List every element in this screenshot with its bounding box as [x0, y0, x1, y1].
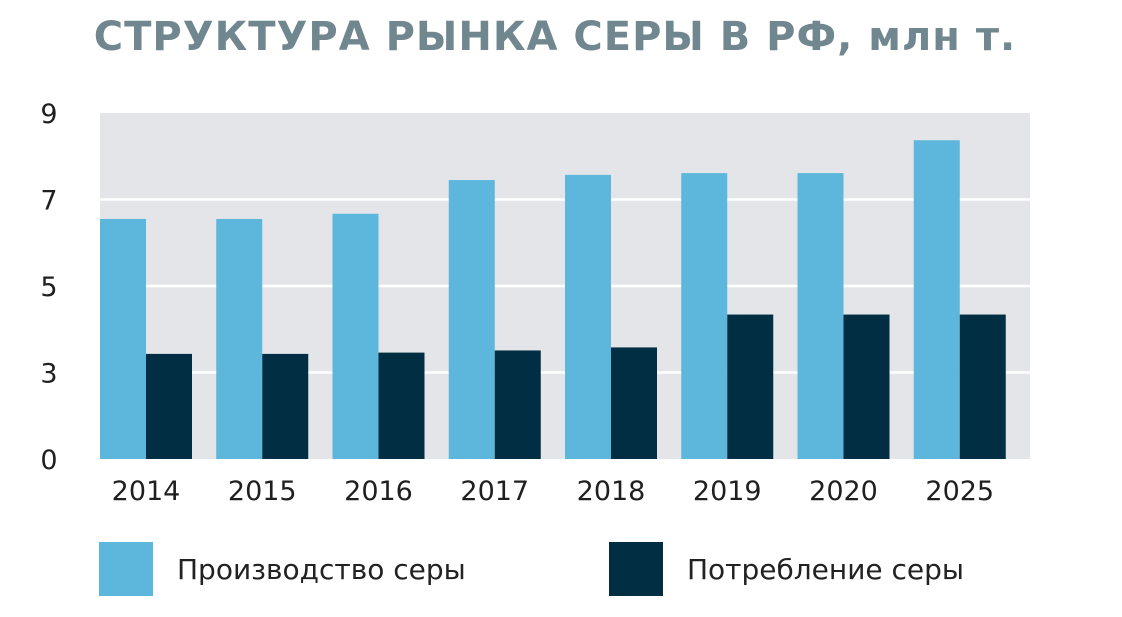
bar-production [332, 213, 379, 459]
legend-label-production: Производство серы [177, 552, 466, 586]
x-tick-label: 2016 [344, 476, 413, 507]
legend-item-production: Производство серы [99, 542, 466, 596]
bar-consumption [262, 353, 309, 459]
y-tick-label: 9 [40, 99, 57, 130]
bar-production [797, 173, 844, 459]
legend-item-consumption: Потребление серы [609, 542, 964, 596]
x-tick-label: 2017 [460, 476, 529, 507]
y-tick-label: 0 [40, 445, 57, 476]
legend: Производство серы Потребление серы [0, 542, 1122, 596]
x-tick-label: 2019 [693, 476, 762, 507]
bar-consumption [378, 352, 425, 459]
x-tick-label: 2015 [228, 476, 297, 507]
bar-production [100, 218, 146, 459]
bar-consumption [611, 347, 657, 459]
bar-production [913, 140, 960, 459]
bar-consumption [146, 353, 192, 459]
bar-production [681, 173, 728, 459]
legend-swatch-production [99, 542, 153, 596]
bar-consumption [494, 350, 541, 459]
y-axis: 0 3 5 7 9 [40, 99, 57, 476]
x-tick-label: 2025 [925, 476, 994, 507]
bar-consumption [959, 314, 1006, 459]
y-tick-label: 5 [40, 272, 57, 303]
bar-chart: 0 3 5 7 9 2014 2015 2016 2017 2018 2019 2020 2025 [40, 99, 1030, 507]
bar-production [448, 180, 495, 459]
y-tick-label: 3 [40, 359, 57, 390]
bar-production [565, 174, 611, 459]
legend-swatch-consumption [609, 542, 663, 596]
chart-title: СТРУКТУРА РЫНКА СЕРЫ В РФ, млн т. [93, 14, 1017, 60]
x-tick-label: 2020 [809, 476, 878, 507]
x-axis: 2014 2015 2016 2017 2018 2019 2020 2025 [112, 476, 994, 507]
bars-group [100, 140, 1006, 459]
x-tick-label: 2014 [112, 476, 181, 507]
bar-consumption [727, 314, 774, 459]
y-tick-label: 7 [40, 186, 57, 217]
bar-production [216, 218, 263, 459]
bar-consumption [843, 314, 890, 459]
x-tick-label: 2018 [577, 476, 646, 507]
legend-label-consumption: Потребление серы [687, 552, 965, 586]
